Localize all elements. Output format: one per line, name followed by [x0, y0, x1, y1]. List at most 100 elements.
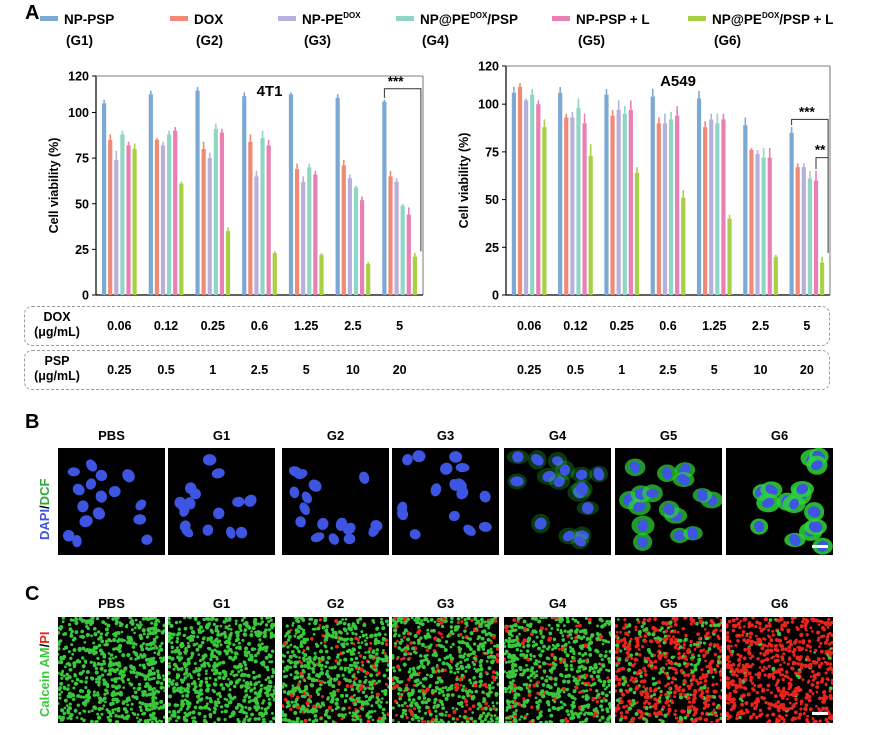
legend-swatch-2 — [170, 16, 188, 21]
live-cell — [64, 645, 69, 650]
live-cell — [244, 693, 249, 697]
dead-cell — [773, 647, 778, 652]
dead-cell — [670, 661, 674, 666]
dead-cell — [700, 711, 705, 716]
live-cell — [81, 689, 85, 693]
live-cell — [186, 657, 191, 662]
live-cell — [73, 672, 77, 676]
dead-cell — [598, 634, 604, 639]
live-cell — [464, 689, 468, 693]
live-cell — [170, 641, 174, 645]
live-cell — [317, 663, 321, 667]
live-cell — [283, 654, 287, 658]
dead-cell — [767, 642, 772, 646]
nucleus — [575, 469, 588, 480]
dead-cell — [635, 701, 639, 704]
live-cell — [553, 645, 558, 650]
live-cell — [227, 700, 232, 705]
dead-cell — [574, 686, 579, 690]
nucleus — [573, 536, 586, 547]
dox-value-left: 0.25 — [200, 319, 225, 333]
dead-cell — [716, 718, 720, 723]
live-cell — [349, 657, 354, 662]
live-cell — [448, 653, 452, 657]
live-cell — [307, 673, 311, 677]
dead-cell — [673, 712, 677, 717]
bar-G5 — [813, 180, 819, 295]
live-cell — [70, 643, 74, 647]
y-tick-label: 50 — [485, 193, 499, 207]
dead-cell — [667, 634, 671, 638]
nucleus — [62, 529, 75, 542]
dox-value-right: 1.25 — [702, 319, 727, 333]
dead-cell — [786, 630, 790, 634]
live-cell — [604, 693, 609, 698]
dead-cell — [436, 618, 441, 623]
live-cell — [489, 650, 494, 655]
dead-cell — [642, 666, 646, 671]
live-cell — [692, 642, 697, 646]
bar-G6 — [634, 172, 640, 295]
dead-cell — [633, 676, 638, 681]
dead-cell — [375, 692, 380, 697]
dead-cell — [811, 669, 815, 674]
live-cell — [525, 653, 529, 657]
dead-cell — [806, 714, 810, 718]
live-cell — [227, 627, 230, 631]
live-cell — [771, 666, 776, 671]
dead-cell — [408, 708, 413, 713]
live-cell — [559, 672, 563, 677]
live-cell — [260, 642, 264, 646]
dead-cell — [658, 656, 663, 661]
dead-cell — [729, 644, 733, 648]
live-cell — [363, 680, 367, 684]
live-cell — [632, 690, 637, 695]
live-cell — [532, 640, 536, 644]
live-cell — [484, 623, 488, 628]
live-cell — [547, 708, 552, 713]
live-cell — [397, 692, 401, 696]
bar-G4 — [576, 107, 581, 295]
live-cell — [102, 653, 107, 657]
dead-cell — [681, 688, 686, 693]
live-cell — [530, 667, 534, 672]
live-cell — [690, 669, 695, 674]
dead-cell — [646, 656, 651, 661]
live-cell — [253, 617, 258, 622]
live-cell — [524, 682, 529, 687]
live-cell — [345, 642, 349, 646]
live-cell — [450, 617, 454, 621]
dead-cell — [769, 638, 774, 643]
live-cell — [184, 649, 189, 653]
cell-image — [397, 450, 492, 540]
live-cell — [460, 721, 464, 723]
live-cell — [95, 677, 98, 681]
live-cell — [607, 660, 611, 664]
live-cell — [101, 707, 104, 710]
live-cell — [411, 646, 415, 651]
live-cell — [142, 674, 147, 678]
dead-cell — [653, 702, 658, 707]
live-cell — [407, 670, 412, 674]
live-cell — [513, 718, 518, 723]
live-cell — [577, 651, 582, 656]
live-cell — [121, 679, 125, 683]
live-cell — [151, 698, 156, 703]
live-cell — [530, 617, 535, 621]
live-cell — [205, 623, 211, 629]
live-cell — [290, 649, 295, 654]
live-cell — [658, 696, 662, 699]
live-cell — [351, 711, 355, 715]
live-cell — [541, 694, 546, 699]
dead-cell — [437, 631, 441, 635]
live-cell — [592, 670, 597, 675]
nucleus — [308, 479, 322, 492]
live-cell — [325, 669, 329, 673]
dead-cell — [736, 639, 740, 643]
live-cell — [476, 647, 481, 652]
live-cell — [367, 650, 371, 654]
live-cell — [193, 705, 198, 710]
live-cell — [564, 663, 569, 668]
live-cell — [170, 681, 175, 686]
dead-cell — [804, 703, 809, 707]
